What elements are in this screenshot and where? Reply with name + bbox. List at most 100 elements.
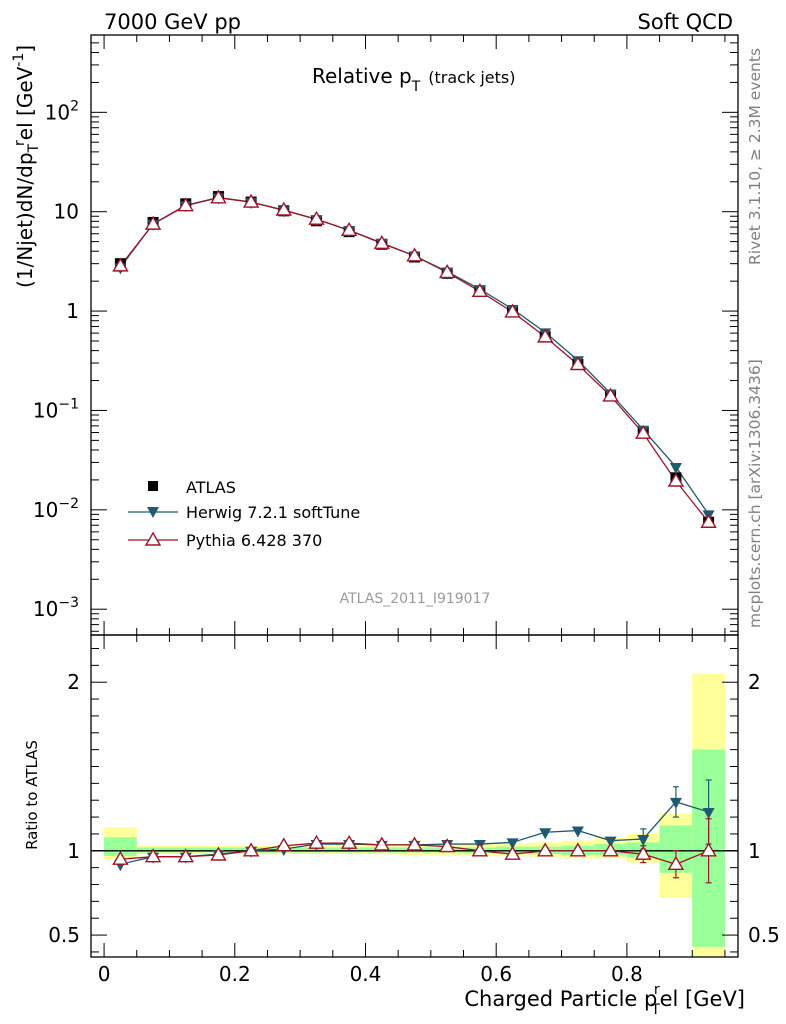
- main-ytick-base: 10: [54, 200, 79, 224]
- ratio-herwig-point: [539, 828, 552, 840]
- ratio-pythia-point: [471, 842, 489, 857]
- pythia-point: [144, 215, 162, 230]
- main-series: [112, 189, 717, 528]
- ratio-herwig-point: [637, 834, 650, 846]
- main-ytick-base: 10: [33, 498, 58, 522]
- ratio-pythia-point: [308, 834, 325, 849]
- ratio-ytick-label-left: 2: [67, 670, 80, 694]
- pythia-point: [438, 264, 456, 279]
- x-label-part-c: r: [654, 982, 660, 998]
- herwig-point: [669, 462, 682, 474]
- ratio-pythia-point: [635, 845, 652, 860]
- ratio-xtick-labels: 0 0.2 0.4 0.6 0.8: [98, 962, 643, 986]
- ratio-series: [112, 779, 717, 884]
- pythia-point: [667, 472, 685, 487]
- main-ytick-base: 10: [33, 597, 58, 621]
- main-ytick-exponent: 2: [70, 98, 79, 114]
- ratio-xtick-label: 0.6: [480, 962, 512, 986]
- legend: ATLAS Herwig 7.2.1 softTune Pythia 6.428…: [128, 478, 360, 550]
- x-axis-label: Charged Particle pTrel [GeV]: [464, 982, 745, 1018]
- main-ytick-exponent: −3: [58, 595, 79, 611]
- ratio-pythia-point: [210, 846, 227, 861]
- pythia-point: [569, 356, 587, 371]
- rivet-version-label: Rivet 3.1.10, ≥ 2.3M events: [746, 48, 764, 265]
- ratio-pythia-point: [144, 848, 162, 863]
- ratio-pythia-point: [438, 838, 456, 853]
- ratio-pythia-point: [504, 845, 521, 860]
- pythia-line: [119, 197, 710, 523]
- y-label-part-d: el [GeV: [13, 66, 37, 140]
- ratio-xtick-label: 0: [98, 962, 111, 986]
- ratio-herwig-point: [669, 797, 682, 809]
- ratio-pythia-point: [536, 842, 554, 857]
- ratio-ytick-labels: 0.5 0.5 1 1 2 2: [48, 670, 780, 947]
- legend-atlas-label: ATLAS: [186, 478, 236, 497]
- header-category-label: Soft QCD: [638, 10, 733, 34]
- ratio-panel: Ratio to ATLAS 0.5 0.51 12 2 0 0.2 0.4 0.6 0.8 …: [23, 634, 780, 1018]
- pythia-point: [602, 387, 619, 402]
- ratio-pythia-point: [112, 850, 129, 865]
- x-label-part-a: Charged Particle p: [464, 987, 657, 1011]
- ratio-herwig-point: [506, 838, 519, 850]
- ratio-herwig-point: [702, 808, 715, 820]
- legend-herwig-label: Herwig 7.2.1 softTune: [186, 503, 360, 522]
- ratio-herwig-point: [571, 826, 584, 838]
- ratio-pythia-point: [242, 842, 260, 857]
- main-panel: Relative pT (track jets) (1/Njet)dN/dpTre…: [11, 34, 739, 636]
- pythia-point: [340, 221, 358, 236]
- y-label-part-f: ]: [13, 45, 37, 53]
- ratio-herwig-point: [604, 836, 617, 848]
- main-ytick-label: 10−1: [33, 396, 79, 422]
- main-ytick-label: 1: [66, 299, 79, 323]
- pythia-point: [112, 257, 129, 272]
- ratio-xtick-label: 0.8: [611, 962, 643, 986]
- main-ytick-base: 10: [45, 100, 70, 124]
- legend-pythia-marker: [144, 531, 162, 546]
- plot-title-extra: (track jets): [428, 68, 515, 87]
- main-ytick-exponent: −1: [58, 396, 79, 412]
- ratio-pythia-point: [700, 842, 717, 857]
- main-ytick-base: 1: [66, 299, 79, 323]
- y-label-part-e: -1: [11, 53, 27, 67]
- ratio-xtick-label: 0.4: [350, 962, 382, 986]
- pythia-point: [406, 247, 423, 262]
- main-ticks: [91, 34, 738, 635]
- ratio-pythia-point: [177, 848, 194, 863]
- mcplots-label: mcplots.cern.ch [arXiv:1306.3436]: [746, 359, 764, 628]
- ratio-pythia-point: [602, 842, 619, 857]
- ratio-ytick-label-left: 0.5: [48, 923, 80, 947]
- main-ytick-base: 10: [33, 398, 58, 422]
- ratio-ytick-label-right: 2: [748, 670, 761, 694]
- pythia-point: [177, 197, 194, 212]
- plot-title-subscript: T: [411, 79, 421, 95]
- pythia-point: [210, 189, 227, 204]
- pythia-point: [242, 193, 260, 208]
- plot-title: Relative pT (track jets): [312, 64, 515, 95]
- pythia-point: [308, 210, 325, 225]
- ratio-bands: [104, 673, 725, 957]
- ratio-ytick-label-right: 0.5: [748, 923, 780, 947]
- main-y-axis-label: (1/Njet)dN/dpTrel [GeV-1]: [11, 45, 42, 288]
- y-label-part-b: T: [26, 143, 42, 153]
- x-label-part-b: T: [650, 1002, 660, 1018]
- ratio-pythia-point: [275, 837, 293, 852]
- ratio-pythia-point: [667, 855, 685, 870]
- main-ytick-label: 10−3: [33, 595, 79, 621]
- ratio-pythia-point: [340, 834, 358, 849]
- plot-title-main: Relative p: [312, 64, 412, 88]
- ratio-ticks: [91, 635, 738, 957]
- analysis-watermark: ATLAS_2011_I919017: [340, 591, 491, 607]
- pythia-point: [504, 303, 521, 318]
- herwig-line: [119, 196, 710, 515]
- y-label-part-a: (1/Njet)dN/dp: [13, 152, 37, 288]
- x-label-part-d: el [GeV]: [660, 987, 745, 1011]
- legend-pythia-label: Pythia 6.428 370: [186, 531, 322, 550]
- pythia-point: [373, 234, 391, 250]
- ratio-ytick-label-right: 1: [748, 839, 761, 863]
- legend-herwig-marker: [147, 507, 159, 518]
- pythia-point: [536, 328, 554, 343]
- ratio-pythia-point: [569, 842, 587, 857]
- ratio-ytick-label-left: 1: [67, 839, 80, 863]
